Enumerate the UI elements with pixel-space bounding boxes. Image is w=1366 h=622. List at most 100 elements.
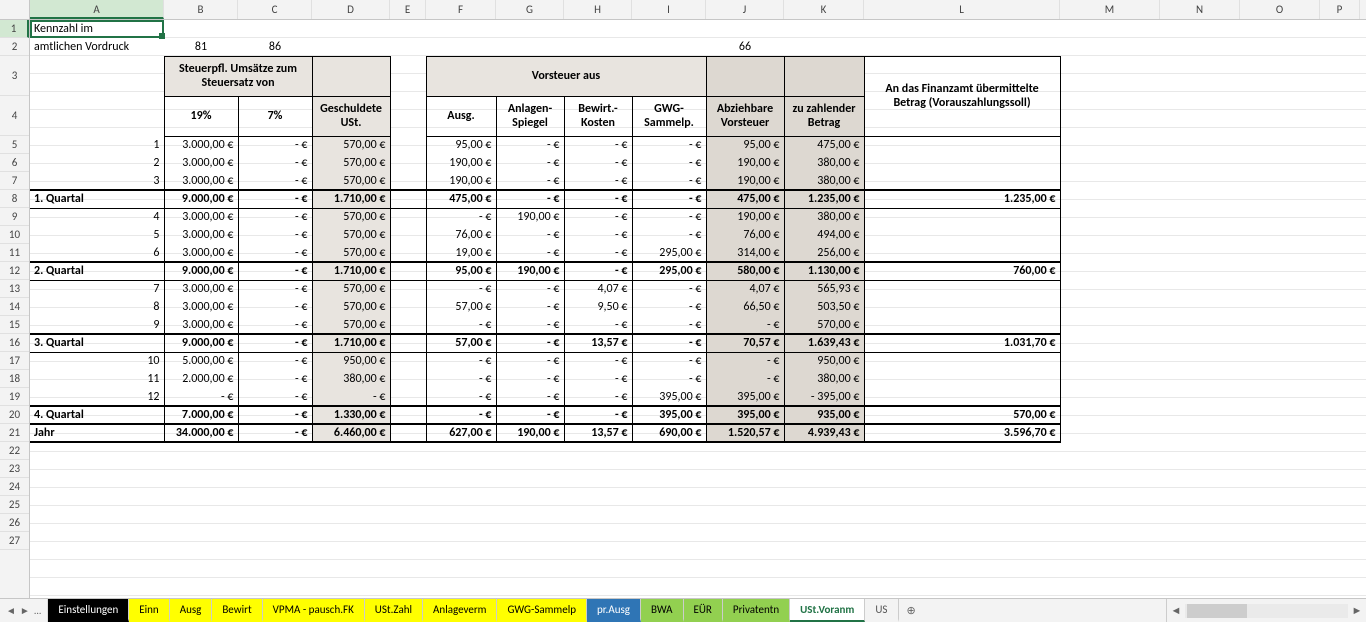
cell[interactable] (864, 38, 1060, 56)
row-header-14[interactable]: 14 (0, 298, 29, 316)
cell[interactable]: 6 (30, 244, 164, 262)
cell[interactable]: - € (496, 352, 564, 370)
cell[interactable]: 1.031,70 € (864, 334, 1060, 352)
row-header-26[interactable]: 26 (0, 514, 29, 532)
cell[interactable]: 475,00 € (426, 190, 496, 208)
row-header-19[interactable]: 19 (0, 388, 29, 406)
cell[interactable]: 190,00 € (426, 172, 496, 190)
cell[interactable]: - € (238, 280, 312, 298)
cell[interactable]: 66 (706, 38, 784, 56)
cell[interactable] (564, 38, 632, 56)
cell[interactable] (632, 20, 706, 38)
row-header-10[interactable]: 10 (0, 226, 29, 244)
cell[interactable]: 1.330,00 € (312, 406, 390, 424)
cell[interactable]: - € (632, 226, 706, 244)
cell[interactable]: 295,00 € (632, 244, 706, 262)
cell[interactable]: 5.000,00 € (164, 352, 238, 370)
cell[interactable] (390, 370, 426, 388)
cell[interactable] (864, 370, 1060, 388)
cell[interactable]: - € (632, 208, 706, 226)
cell[interactable] (390, 406, 426, 424)
cell[interactable]: 9.000,00 € (164, 190, 238, 208)
cell[interactable] (390, 56, 426, 96)
row-header-17[interactable]: 17 (0, 352, 29, 370)
cell[interactable]: 9 (30, 316, 164, 334)
cell[interactable]: 4. Quartal (30, 406, 164, 424)
sheet-tab[interactable]: USt.Zahl (365, 599, 423, 622)
cell[interactable] (864, 208, 1060, 226)
cell[interactable]: 7% (238, 96, 312, 136)
row-header-5[interactable]: 5 (0, 136, 29, 154)
cell[interactable]: 190,00 € (426, 154, 496, 172)
sheet-tab[interactable]: US (865, 599, 898, 622)
cell[interactable]: - € (632, 370, 706, 388)
row-header-24[interactable]: 24 (0, 478, 29, 496)
cell[interactable] (496, 20, 564, 38)
row-header-11[interactable]: 11 (0, 244, 29, 262)
cell[interactable]: 19% (164, 96, 238, 136)
scroll-thumb[interactable] (1187, 604, 1247, 618)
cell[interactable]: - € (496, 406, 564, 424)
cell[interactable] (784, 20, 864, 38)
cell[interactable]: - € (238, 298, 312, 316)
cell[interactable]: - € (496, 190, 564, 208)
cell[interactable] (390, 316, 426, 334)
cell[interactable]: 2.000,00 € (164, 370, 238, 388)
sheet-tab[interactable]: VPMA - pausch.FK (263, 599, 365, 622)
cell[interactable]: - € (564, 244, 632, 262)
cell[interactable]: amtlichen Vordruck (30, 38, 164, 56)
cell[interactable]: 7 (30, 280, 164, 298)
cell[interactable]: 13,57 € (564, 424, 632, 442)
tab-nav-ellipsis[interactable]: ... (34, 604, 42, 617)
cell[interactable]: - € (496, 244, 564, 262)
cell[interactable]: 9.000,00 € (164, 262, 238, 280)
row-header-9[interactable]: 9 (0, 208, 29, 226)
cell[interactable]: 190,00 € (706, 172, 784, 190)
cell[interactable]: 760,00 € (864, 262, 1060, 280)
cell[interactable]: - € (564, 388, 632, 406)
cell[interactable] (312, 20, 390, 38)
cell[interactable]: - € (564, 352, 632, 370)
cell[interactable]: - € (564, 136, 632, 154)
cell[interactable]: - € (426, 208, 496, 226)
column-header-F[interactable]: F (426, 0, 496, 19)
cell[interactable] (390, 424, 426, 442)
cell[interactable] (390, 136, 426, 154)
cell[interactable]: - € (706, 352, 784, 370)
cell[interactable] (390, 190, 426, 208)
cell[interactable]: - € (496, 316, 564, 334)
cell[interactable] (30, 96, 164, 136)
cell[interactable]: 395,00 € (632, 388, 706, 406)
cell[interactable]: 190,00 € (496, 424, 564, 442)
row-header-20[interactable]: 20 (0, 406, 29, 424)
cell[interactable]: - € (238, 388, 312, 406)
cell[interactable] (864, 280, 1060, 298)
cell[interactable]: 70,57 € (706, 334, 784, 352)
cell[interactable]: - € (238, 208, 312, 226)
row-header-18[interactable]: 18 (0, 370, 29, 388)
cell[interactable]: 380,00 € (784, 172, 864, 190)
cell[interactable]: 3.000,00 € (164, 136, 238, 154)
cell[interactable]: - € (496, 172, 564, 190)
cell[interactable] (864, 316, 1060, 334)
cell[interactable]: - € (426, 388, 496, 406)
row-header-25[interactable]: 25 (0, 496, 29, 514)
cell[interactable] (390, 280, 426, 298)
cell[interactable] (390, 208, 426, 226)
column-header-A[interactable]: A (30, 0, 164, 19)
cell[interactable]: 10 (30, 352, 164, 370)
cell[interactable]: 9,50 € (564, 298, 632, 316)
cell[interactable]: 190,00 € (706, 208, 784, 226)
cell[interactable]: 580,00 € (706, 262, 784, 280)
cell[interactable]: - € (496, 226, 564, 244)
cell[interactable]: 4.939,43 € (784, 424, 864, 442)
cell[interactable]: 57,00 € (426, 334, 496, 352)
cell[interactable]: 950,00 € (312, 352, 390, 370)
cell[interactable]: 3.596,70 € (864, 424, 1060, 442)
cell[interactable]: 570,00 € (312, 316, 390, 334)
cell[interactable]: - € (496, 154, 564, 172)
cell[interactable]: 295,00 € (632, 262, 706, 280)
cell[interactable]: 570,00 € (864, 406, 1060, 424)
sheet-tab[interactable]: Ausg (170, 599, 213, 622)
cell[interactable] (426, 38, 496, 56)
